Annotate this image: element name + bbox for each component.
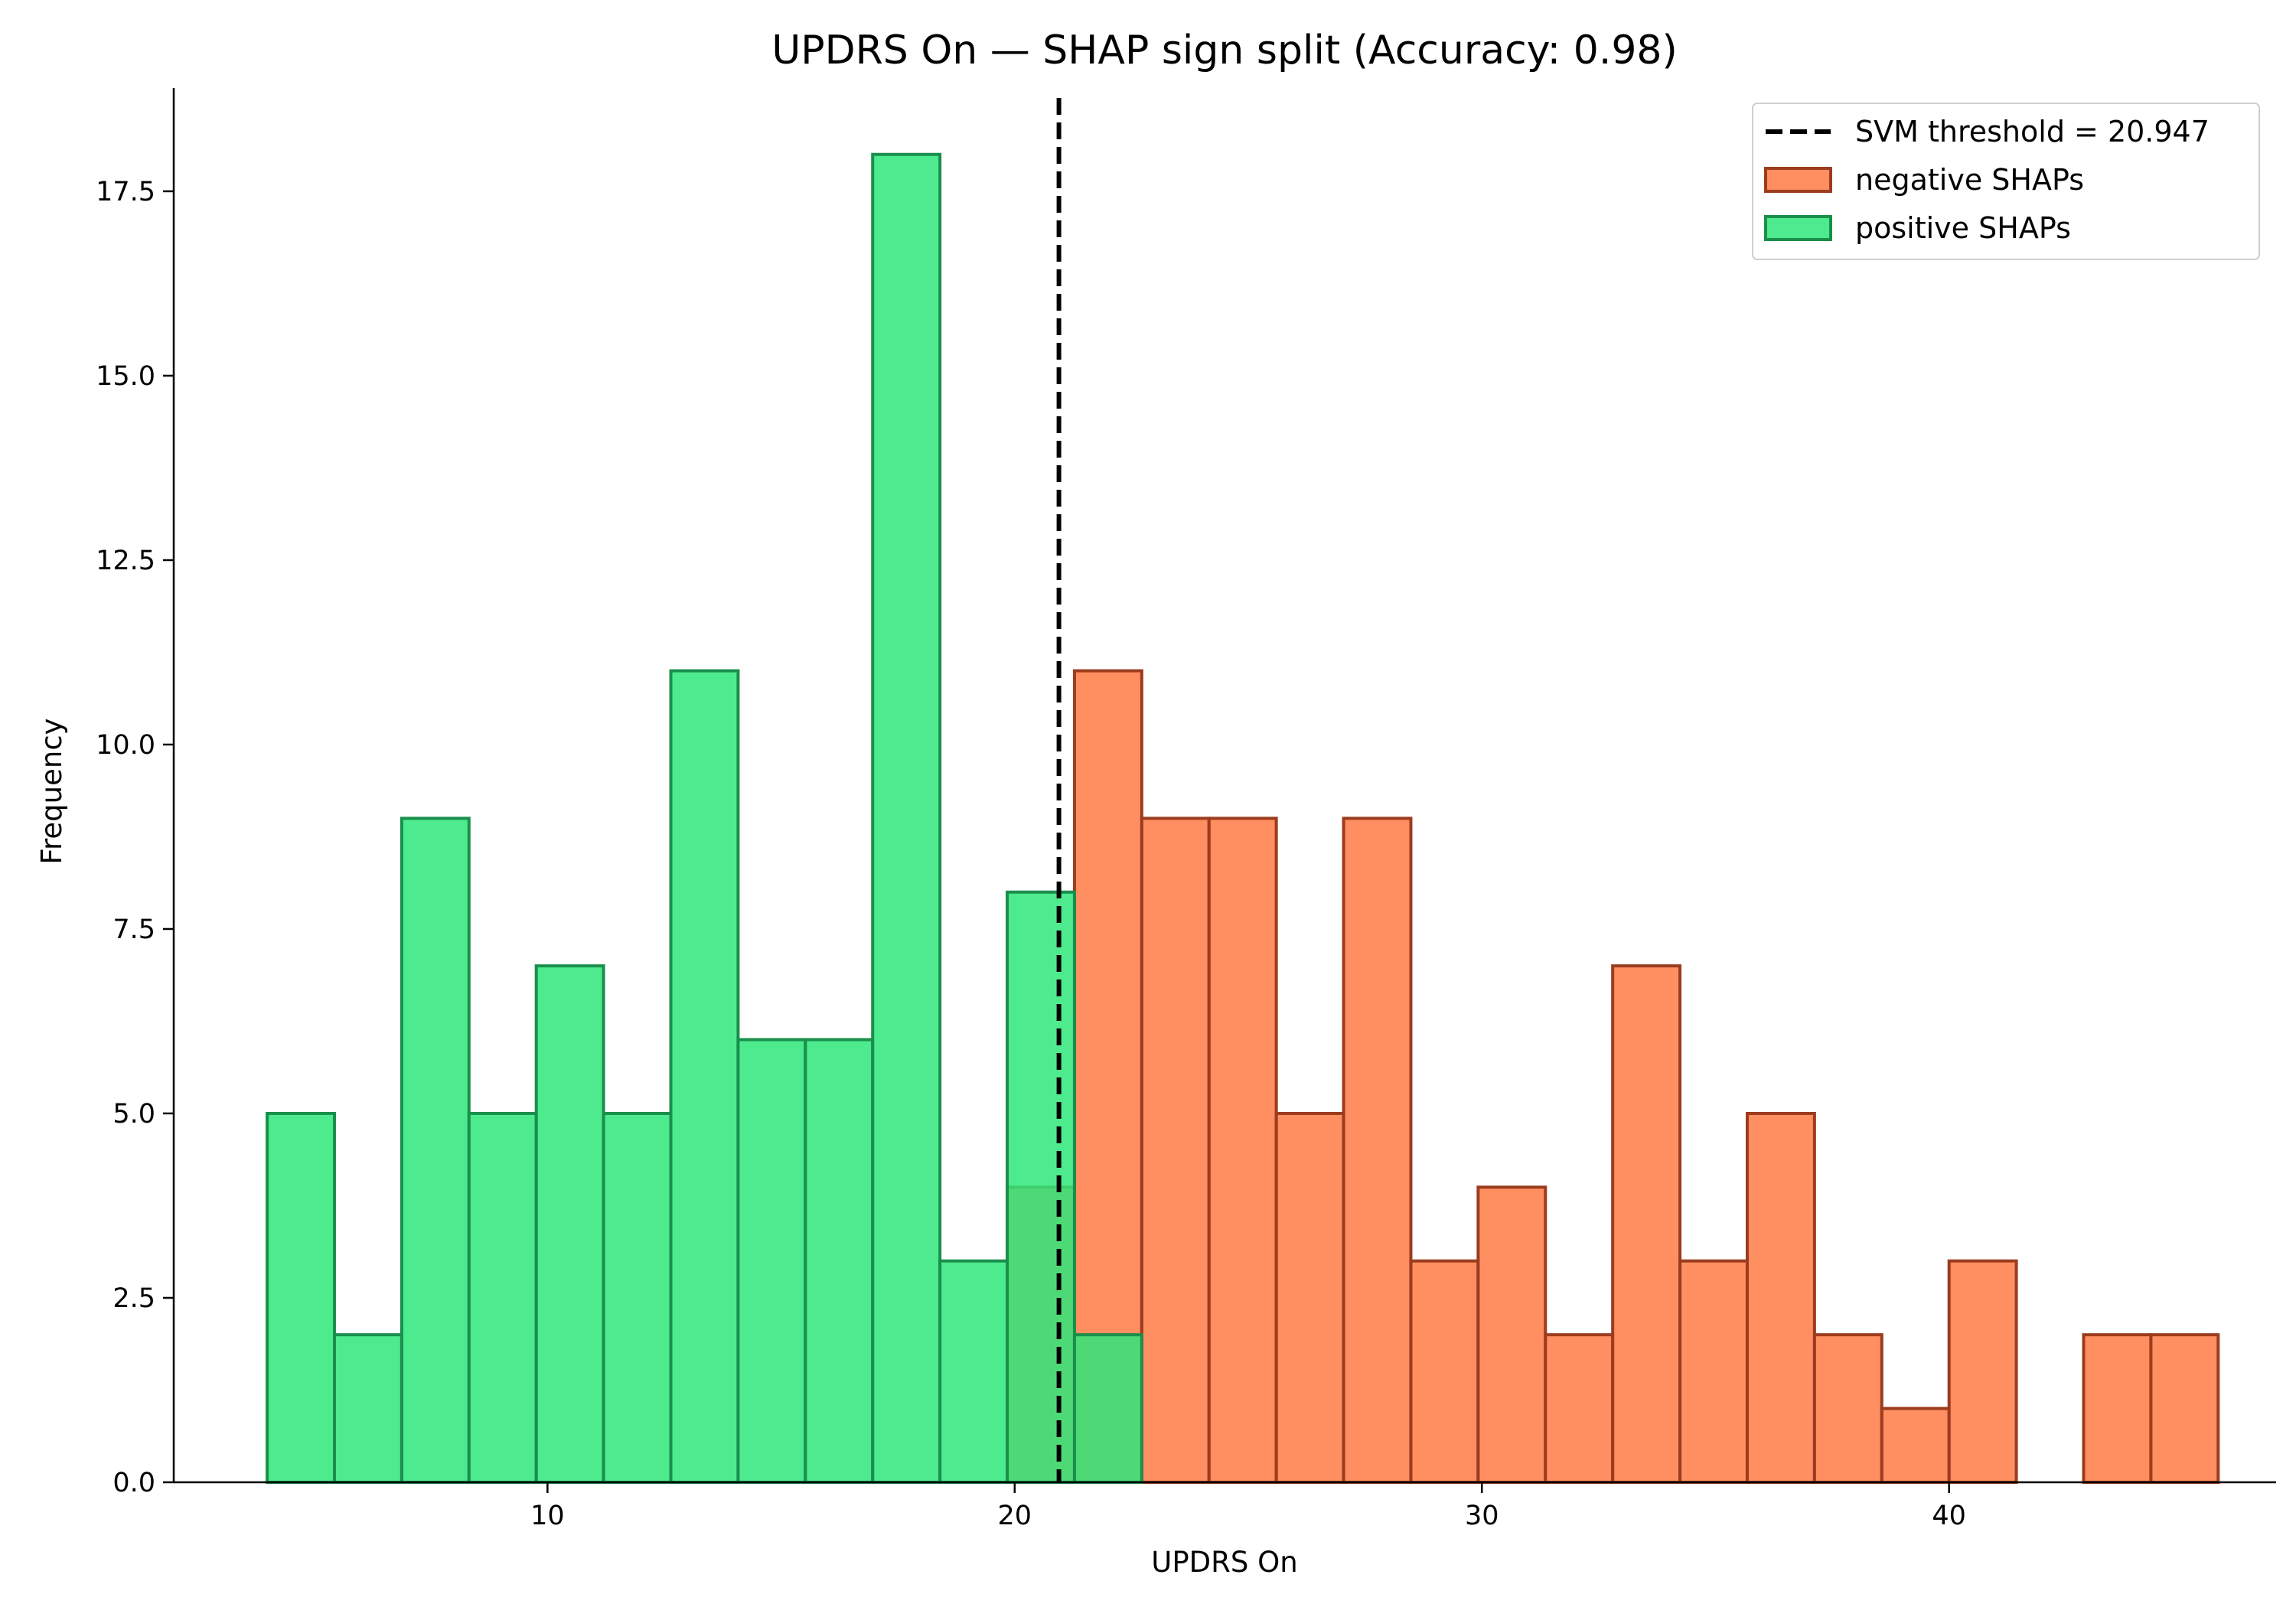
positive-bar-1 [332, 1333, 403, 1485]
positive-bar-7 [736, 1038, 807, 1484]
negative-bar-14 [1947, 1259, 2018, 1485]
positive-bar-3 [467, 1111, 538, 1484]
positive-bar-12 [1072, 1333, 1143, 1485]
positive-bar-0 [266, 1111, 336, 1484]
negative-bar-4 [1274, 1111, 1345, 1484]
y-tick-label-6: 15.0 [96, 361, 155, 392]
legend-box [1752, 103, 2260, 260]
positive-bar-11 [1006, 890, 1076, 1484]
legend-threshold-label: SVM threshold = 20.947 [1855, 115, 2210, 148]
negative-bar-8 [1544, 1333, 1615, 1485]
positive-bar-8 [804, 1038, 875, 1484]
y-axis-label: Frequency [35, 718, 68, 864]
negative-bar-12 [1812, 1333, 1883, 1485]
y-tick-label-2: 5.0 [113, 1099, 155, 1129]
x-tick-label-0: 10 [530, 1501, 565, 1531]
x-axis-label: UPDRS On [1151, 1546, 1297, 1579]
y-tick-label-1: 2.5 [113, 1283, 155, 1314]
positive-bar-10 [938, 1259, 1009, 1485]
negative-bar-17 [2149, 1333, 2220, 1485]
positive-bar-9 [871, 152, 942, 1484]
negative-bar-16 [2082, 1333, 2153, 1485]
positive-bar-6 [669, 669, 740, 1485]
legend: SVM threshold = 20.947 negative SHAPs po… [1752, 103, 2260, 260]
x-tick-label-2: 30 [1465, 1501, 1499, 1531]
negative-bar-13 [1880, 1407, 1951, 1485]
y-tick-label-3: 7.5 [113, 914, 155, 945]
negative-bar-3 [1207, 817, 1278, 1484]
legend-positive-label: positive SHAPs [1855, 211, 2071, 245]
positive-bar-4 [534, 964, 605, 1484]
negative-bar-10 [1678, 1259, 1749, 1485]
positive-bars [266, 152, 1143, 1485]
legend-negative-swatch [1764, 167, 1832, 193]
negative-bars [1006, 669, 2220, 1485]
negative-bar-6 [1409, 1259, 1480, 1485]
positive-bar-5 [602, 1111, 673, 1484]
negative-bar-2 [1140, 817, 1211, 1484]
negative-bar-9 [1611, 964, 1682, 1484]
positive-bar-2 [400, 817, 471, 1484]
negative-bar-5 [1342, 817, 1413, 1484]
y-tick-label-7: 17.5 [96, 177, 155, 207]
x-tick-label-3: 40 [1932, 1501, 1966, 1531]
legend-positive-swatch [1764, 215, 1832, 241]
x-tick-label-1: 20 [998, 1501, 1032, 1531]
negative-bar-11 [1745, 1111, 1816, 1484]
y-ticks: 0.0 2.5 5.0 7.5 10.0 12.5 15.0 17.5 [96, 177, 174, 1498]
x-ticks: 10 20 30 40 [530, 1482, 1966, 1531]
y-tick-label-5: 12.5 [96, 546, 155, 576]
y-tick-label-4: 10.0 [96, 730, 155, 761]
legend-negative-label: negative SHAPs [1855, 163, 2084, 197]
chart-title: UPDRS On — SHAP sign split (Accuracy: 0.… [771, 28, 1678, 73]
y-tick-label-0: 0.0 [113, 1468, 155, 1498]
negative-bar-7 [1476, 1185, 1548, 1484]
